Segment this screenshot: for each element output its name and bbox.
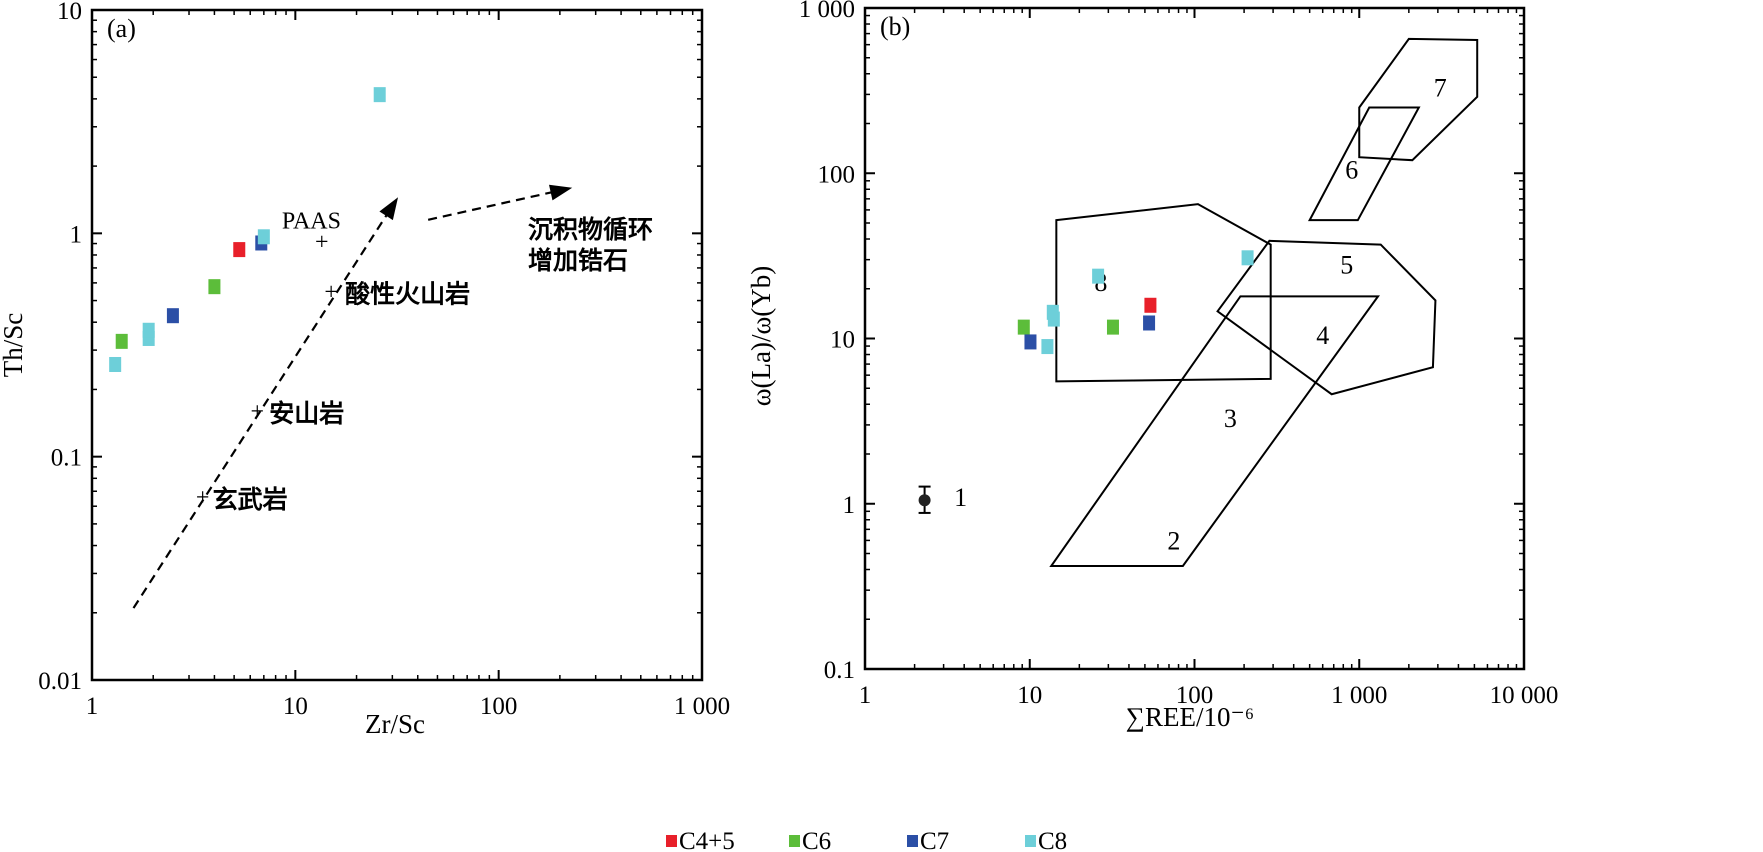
legend-label: C4+5 [679,828,735,852]
x-tick-label: 10 [1017,682,1042,709]
x-tick-label: 100 [1176,682,1214,709]
field-polygon-4 [1216,239,1437,396]
y-tick-label: 1 [70,221,83,248]
x-tick-label: 1 [859,682,872,709]
field-polygon-8 [1055,203,1272,383]
field-label-2: 2 [1167,526,1180,555]
annotation-label: PAAS [282,208,341,234]
data-point-c7 [166,308,179,324]
trend-arrow-head [549,184,573,201]
field-polygon-7 [1358,37,1479,162]
x-axis-label: ∑REE/10⁻⁶ [1126,702,1254,732]
data-point-c6 [115,333,128,349]
legend-swatch [666,835,677,847]
legend-label: C8 [1038,828,1067,852]
trend-arrow-line [427,190,555,221]
data-point-c8 [257,229,270,245]
x-tick-label: 1 000 [1331,682,1387,709]
legend: C4+5 C6 C7 C8 [666,828,1067,852]
annotation-label: 沉积物循环 [528,215,653,244]
x-tick-label: 1 000 [674,693,730,720]
data-point-c6 [208,279,221,295]
plot-frame [90,8,704,682]
data-point-c6 [1017,319,1030,335]
data-point-c8 [109,356,122,372]
plus-marker: + [196,485,210,511]
data-point-c6 [1106,319,1119,335]
field-label-3: 3 [1224,404,1237,433]
field-label-6: 6 [1345,156,1358,185]
data-point-c4p5 [1144,297,1157,313]
legend-swatch [789,835,800,847]
y-tick-label: 1 000 [799,0,855,23]
y-tick-label: 10 [830,327,855,354]
data-point-c8 [142,322,155,338]
data-point-c8 [1241,250,1254,266]
data-point-c8 [1047,311,1060,327]
legend-swatch [1025,835,1036,847]
y-tick-label: 0.01 [38,668,82,695]
y-tick-label: 10 [57,0,82,25]
data-point-c7 [1143,315,1156,331]
y-tick-label: 0.1 [824,657,855,684]
y-tick-label: 0.1 [51,445,82,472]
x-tick-label: 10 [283,693,308,720]
x-tick-label: 10 000 [1490,682,1559,709]
reference-point [918,494,931,507]
y-axis-label: Th/Sc [0,313,28,378]
field-label-4: 4 [1316,321,1329,350]
trend-arrow-line [132,211,390,609]
data-point-c4p5 [233,242,246,258]
data-point-c8 [1092,268,1105,284]
data-point-c8 [373,87,386,103]
legend-swatch [907,835,918,847]
y-axis-label: ω(La)/ω(Yb) [746,266,776,406]
field-label-5: 5 [1340,251,1353,280]
x-tick-label: 100 [480,693,518,720]
field-polygon-2 [1049,295,1380,568]
x-axis-label: Zr/Sc [365,709,425,739]
x-tick-label: 1 [86,693,99,720]
field-label-7: 7 [1434,74,1447,103]
plot-frame [863,6,1526,671]
annotation-label: 酸性火山岩 [345,279,470,308]
y-tick-label: 1 [843,492,856,519]
plus-marker: + [251,399,265,425]
panel-label: (a) [107,14,136,43]
y-tick-label: 100 [818,161,856,188]
annotation-label: 安山岩 [269,399,344,428]
annotation-label: 增加锆石 [528,246,628,275]
plus-marker: + [324,279,338,305]
reference-point-label: 1 [954,483,967,512]
data-point-c8 [1041,339,1054,355]
legend-label: C6 [802,828,831,852]
panel-0: 1 10 100 1 0000.010.1110(a)Zr/ScTh/Sc+PAAS+… [0,0,730,739]
trend-arrow-head [379,197,399,221]
plus-marker: + [315,229,329,255]
panel-label: (b) [880,12,910,41]
field-polygon-6 [1307,106,1421,222]
legend-label: C7 [920,828,949,852]
annotation-label: 玄武岩 [213,485,288,514]
data-point-c7 [1024,334,1037,350]
